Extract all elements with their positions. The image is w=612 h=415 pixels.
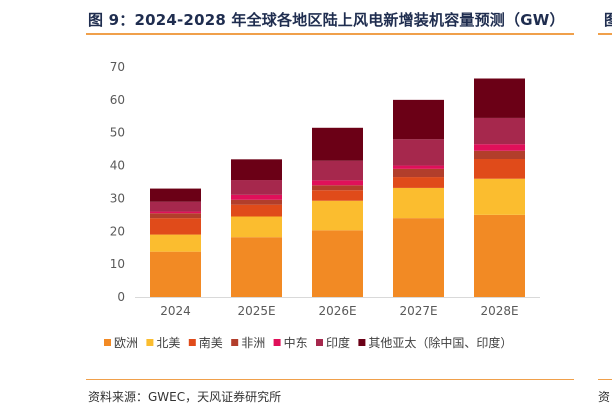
bar-segment <box>150 201 201 212</box>
bar-segment <box>393 139 444 166</box>
y-tick-label: 40 <box>110 159 125 173</box>
bar-segment <box>474 144 525 151</box>
bar-segment <box>231 237 282 297</box>
x-tick-label: 2025E <box>237 304 275 318</box>
bar-segment <box>150 234 201 252</box>
bar-segment <box>312 190 363 201</box>
legend-swatch <box>231 339 239 346</box>
bar-segment <box>312 180 363 186</box>
bar-segment <box>231 216 282 238</box>
bar-segment <box>474 150 525 159</box>
legend-swatch <box>358 339 366 346</box>
bar-segment <box>474 159 525 179</box>
bar-segment <box>474 117 525 145</box>
adjacent-figure-title-fragment: 图 <box>604 11 612 29</box>
legend-label: 印度 <box>326 335 350 350</box>
bar-segment <box>393 218 444 297</box>
bar-segment <box>474 214 525 297</box>
bar-segment <box>150 213 201 219</box>
bar-segment <box>393 165 444 169</box>
bar-segment <box>474 178 525 215</box>
bar-segment <box>312 185 363 191</box>
y-tick-label: 10 <box>110 257 125 271</box>
bar-segment <box>150 251 201 297</box>
x-tick-label: 2028E <box>480 304 518 318</box>
y-tick-label: 70 <box>110 60 125 74</box>
bar-segment <box>393 168 444 178</box>
y-tick-label: 60 <box>110 93 125 107</box>
bar-segment <box>312 200 363 231</box>
bar-segment <box>150 188 201 202</box>
bar-segment <box>231 204 282 217</box>
legend-label: 中东 <box>284 335 308 350</box>
bar-segment <box>393 99 444 140</box>
legend-swatch <box>104 339 111 346</box>
x-tick-label: 2027E <box>399 304 437 318</box>
bar-segment <box>312 127 363 161</box>
legend-swatch <box>188 339 196 346</box>
bar-segment <box>312 160 363 181</box>
y-tick-label: 20 <box>110 224 125 238</box>
x-tick-label: 2026E <box>318 304 356 318</box>
figure-title: 图 9：2024-2028 年全球各地区陆上风电新增装机容量预测（GW） <box>88 11 565 29</box>
x-tick-label: 2024 <box>160 304 191 318</box>
bar-segment <box>231 159 282 181</box>
source-note: 资料来源：GWEC，天风证券研究所 <box>88 390 282 404</box>
legend-swatch <box>273 339 281 346</box>
bar-segment <box>393 187 444 219</box>
legend-label: 其他亚太（除中国、印度） <box>368 335 512 350</box>
bar-segment <box>150 211 201 214</box>
stacked-bar-chart: 0 10 20 30 40 50 60 70 2024 2025E 2026E 2027E 2028E… <box>104 60 540 350</box>
bar-segment <box>393 177 444 188</box>
bar-segment <box>312 230 363 297</box>
legend-swatch <box>146 339 154 346</box>
bar-segment <box>474 78 525 118</box>
title-rule <box>86 33 574 35</box>
y-tick-label: 30 <box>110 191 125 205</box>
bar-segment <box>231 199 282 205</box>
y-axis-ticks: 0 10 20 30 40 50 60 70 <box>110 60 125 304</box>
bar-segment <box>231 194 282 200</box>
bar-segment <box>231 180 282 195</box>
source-rule <box>86 379 574 380</box>
x-axis-ticks: 2024 2025E 2026E 2027E 2028E <box>160 304 518 318</box>
y-tick-label: 50 <box>110 126 125 140</box>
legend-label: 北美 <box>156 336 180 350</box>
adjacent-source-fragment: 资 <box>598 390 611 404</box>
legend-swatch <box>316 339 323 346</box>
y-tick-label: 0 <box>117 290 125 304</box>
legend-label: 南美 <box>199 335 223 350</box>
legend-label: 欧洲 <box>114 336 138 350</box>
adjacent-source-rule <box>598 379 612 380</box>
bar-segment <box>150 218 201 235</box>
bar-series <box>150 78 525 297</box>
chart-legend: 欧洲 北美 南美 非洲 中东 印度 其他亚太（除中国、印度） <box>104 335 512 350</box>
adjacent-title-rule <box>598 33 612 35</box>
legend-label: 非洲 <box>241 336 265 350</box>
